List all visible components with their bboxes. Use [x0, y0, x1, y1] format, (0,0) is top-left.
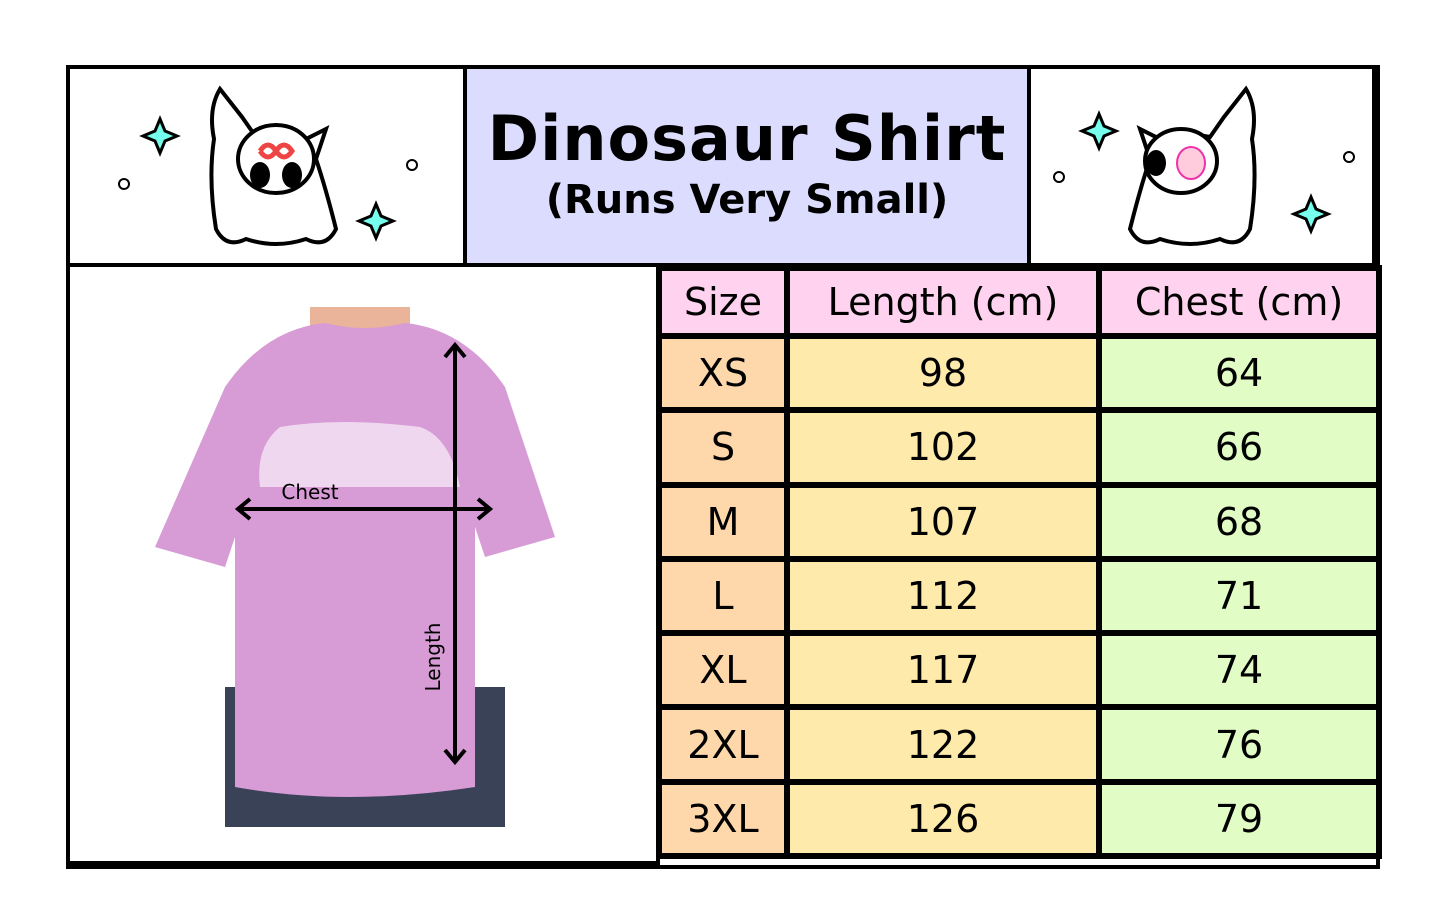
- length-label: Length: [421, 623, 445, 692]
- table-row: M 107 68: [656, 481, 1382, 562]
- cell-length: 117: [784, 630, 1102, 711]
- shirt-photo: Chest Length: [66, 263, 660, 865]
- cell-size: M: [656, 481, 790, 562]
- chest-label: Chest: [281, 480, 338, 504]
- title-box: Dinosaur Shirt (Runs Very Small): [463, 65, 1031, 267]
- cell-length: 107: [784, 481, 1102, 562]
- cell-size: XS: [656, 332, 790, 414]
- cell-size: L: [656, 555, 790, 637]
- cell-length: 126: [784, 778, 1102, 860]
- table-row: XS 98 64: [656, 332, 1382, 414]
- table-row: XL 117 74: [656, 630, 1382, 711]
- size-table: Size Length (cm) Chest (cm) XS 98 64 S 102 66…: [656, 265, 1382, 860]
- cell-chest: 79: [1096, 778, 1382, 860]
- table-row: L 112 71: [656, 555, 1382, 637]
- cell-length: 102: [784, 407, 1102, 488]
- table-row: 3XL 126 79: [656, 778, 1382, 860]
- table-header-row: Size Length (cm) Chest (cm): [656, 265, 1382, 339]
- table-row: 2XL 122 76: [656, 704, 1382, 785]
- cat-brain-icon: [1053, 85, 1355, 246]
- cell-length: 112: [784, 555, 1102, 637]
- cell-size: 3XL: [656, 778, 790, 860]
- header-length: Length (cm): [784, 265, 1102, 339]
- cell-chest: 66: [1096, 407, 1382, 488]
- table-row: S 102 66: [656, 407, 1382, 488]
- cell-chest: 64: [1096, 332, 1382, 414]
- cell-chest: 74: [1096, 630, 1382, 711]
- cell-length: 98: [784, 332, 1102, 414]
- cat-illustration-right: [1027, 65, 1376, 267]
- header-chest: Chest (cm): [1096, 265, 1382, 339]
- page-subtitle: (Runs Very Small): [545, 177, 949, 223]
- cat-infinity-icon: [118, 85, 418, 246]
- shirt-illustration: Chest Length: [155, 307, 555, 827]
- cell-size: XL: [656, 630, 790, 711]
- cell-length: 122: [784, 704, 1102, 785]
- page-title: Dinosaur Shirt: [487, 102, 1007, 175]
- cell-chest: 71: [1096, 555, 1382, 637]
- cell-size: S: [656, 407, 790, 488]
- cell-chest: 76: [1096, 704, 1382, 785]
- cell-size: 2XL: [656, 704, 790, 785]
- cell-chest: 68: [1096, 481, 1382, 562]
- cat-illustration-left: [66, 65, 467, 267]
- header-size: Size: [656, 265, 790, 339]
